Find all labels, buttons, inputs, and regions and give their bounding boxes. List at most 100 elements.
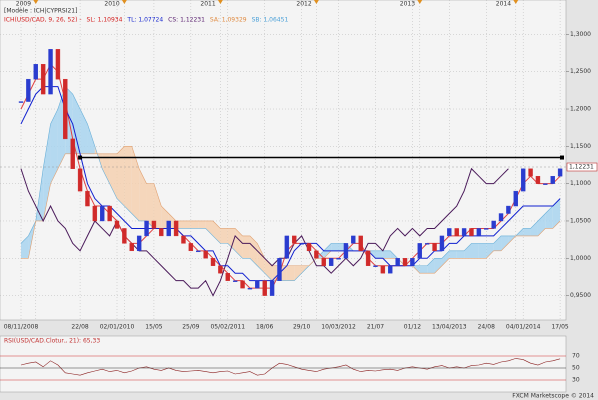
- candle: [77, 168, 83, 192]
- year-label: 2011: [200, 1, 215, 8]
- candle: [70, 138, 75, 169]
- candle: [203, 250, 208, 259]
- legend-item: ICH(USD/CAD, 9, 26, 52) -: [4, 17, 82, 24]
- cloud: [146, 183, 154, 229]
- candle: [188, 243, 194, 252]
- candle: [232, 280, 238, 282]
- cloud: [441, 250, 450, 266]
- legend-item: SB: 1,06451: [252, 17, 289, 24]
- x-tick-label: 18/06: [256, 324, 273, 331]
- legend-item: SA: 1,09329: [210, 17, 247, 24]
- x-tick-label: 02/01/2010: [100, 324, 135, 331]
- candle: [269, 280, 275, 296]
- cloud: [294, 265, 302, 281]
- year-label: 2013: [400, 1, 415, 8]
- year-label: 2010: [104, 1, 119, 8]
- candle: [218, 265, 223, 274]
- candle: [85, 190, 90, 207]
- cloud: [478, 243, 487, 259]
- candle: [432, 243, 437, 252]
- x-tick-label: 21/07: [367, 324, 384, 331]
- candle: [513, 190, 518, 207]
- candle: [314, 250, 319, 259]
- year-label: 2012: [296, 1, 311, 8]
- candle: [55, 49, 61, 80]
- cloud-edge: [20, 86, 561, 281]
- y-tick-label: 1,2000: [570, 106, 591, 113]
- cloud: [87, 123, 95, 154]
- cloud: [434, 258, 442, 274]
- candle: [336, 258, 341, 260]
- rsi-title: RSI(USD/CAD.Clotur., 21): 65,33: [4, 338, 100, 345]
- x-tick-label: 05/02/2011: [210, 324, 245, 331]
- x-tick-label: 15/05: [145, 324, 162, 331]
- candle: [351, 235, 356, 244]
- candle: [173, 220, 179, 237]
- x-tick-label: 10/03/2012: [321, 324, 356, 331]
- rsi-tick-label: 70: [572, 353, 580, 360]
- cloud: [523, 228, 531, 236]
- year-marker: [513, 0, 519, 4]
- candle: [48, 49, 53, 95]
- candle: [424, 243, 430, 245]
- candle: [417, 243, 422, 259]
- candle: [100, 205, 105, 222]
- candle: [122, 228, 127, 244]
- cloud: [257, 243, 265, 274]
- candle: [262, 280, 267, 296]
- rsi-tick-label: 30: [572, 377, 580, 384]
- x-tick-label: 01/12: [404, 324, 421, 331]
- cloud: [456, 250, 465, 259]
- candle: [129, 243, 134, 252]
- candle: [476, 228, 482, 237]
- cloud: [286, 265, 295, 281]
- cloud: [205, 220, 214, 236]
- cloud: [220, 228, 228, 244]
- y-tick-label: 1,0500: [570, 217, 591, 224]
- last-price-box: [566, 162, 598, 172]
- cloud: [124, 146, 132, 214]
- rsi-line: [20, 358, 561, 376]
- rsi-tick-label: 50: [572, 365, 580, 372]
- candle: [240, 280, 245, 289]
- y-tick-label: 1,1000: [570, 180, 591, 187]
- candle: [40, 64, 46, 95]
- candle: [292, 235, 297, 244]
- candle: [151, 220, 157, 229]
- cloud: [375, 250, 383, 259]
- cloud: [471, 243, 479, 259]
- year-marker: [313, 0, 319, 4]
- x-tick-label: 08/11/2008: [4, 324, 39, 331]
- candle: [144, 220, 149, 237]
- candle: [461, 228, 467, 237]
- footer: FXCM Marketscope © 2014: [512, 393, 594, 400]
- candle: [166, 220, 171, 237]
- candle: [439, 235, 445, 252]
- cloud: [331, 243, 339, 251]
- candle: [454, 228, 459, 237]
- cloud: [139, 168, 147, 221]
- y-tick-label: 1,2500: [570, 68, 591, 75]
- candle: [358, 235, 363, 252]
- cloud: [43, 123, 51, 221]
- candle: [299, 243, 304, 245]
- annotation-handle: [560, 155, 564, 160]
- x-tick-label: 13/04/2013: [432, 324, 467, 331]
- cloud-edge: [21, 146, 561, 274]
- x-tick-label: 22/08: [71, 324, 88, 331]
- candle: [284, 235, 290, 259]
- candle: [410, 258, 415, 266]
- cloud: [183, 220, 191, 229]
- candle: [63, 78, 68, 140]
- candle: [255, 280, 260, 289]
- cloud: [449, 250, 457, 259]
- candle: [277, 258, 282, 281]
- last-price-label: 1,12231: [569, 164, 594, 171]
- candle: [107, 205, 112, 222]
- y-tick-label: 1,3000: [570, 31, 591, 38]
- cloud: [382, 250, 391, 259]
- cloud: [198, 220, 206, 229]
- legend-item: TL: 1,07724: [126, 17, 163, 24]
- candle: [498, 213, 504, 222]
